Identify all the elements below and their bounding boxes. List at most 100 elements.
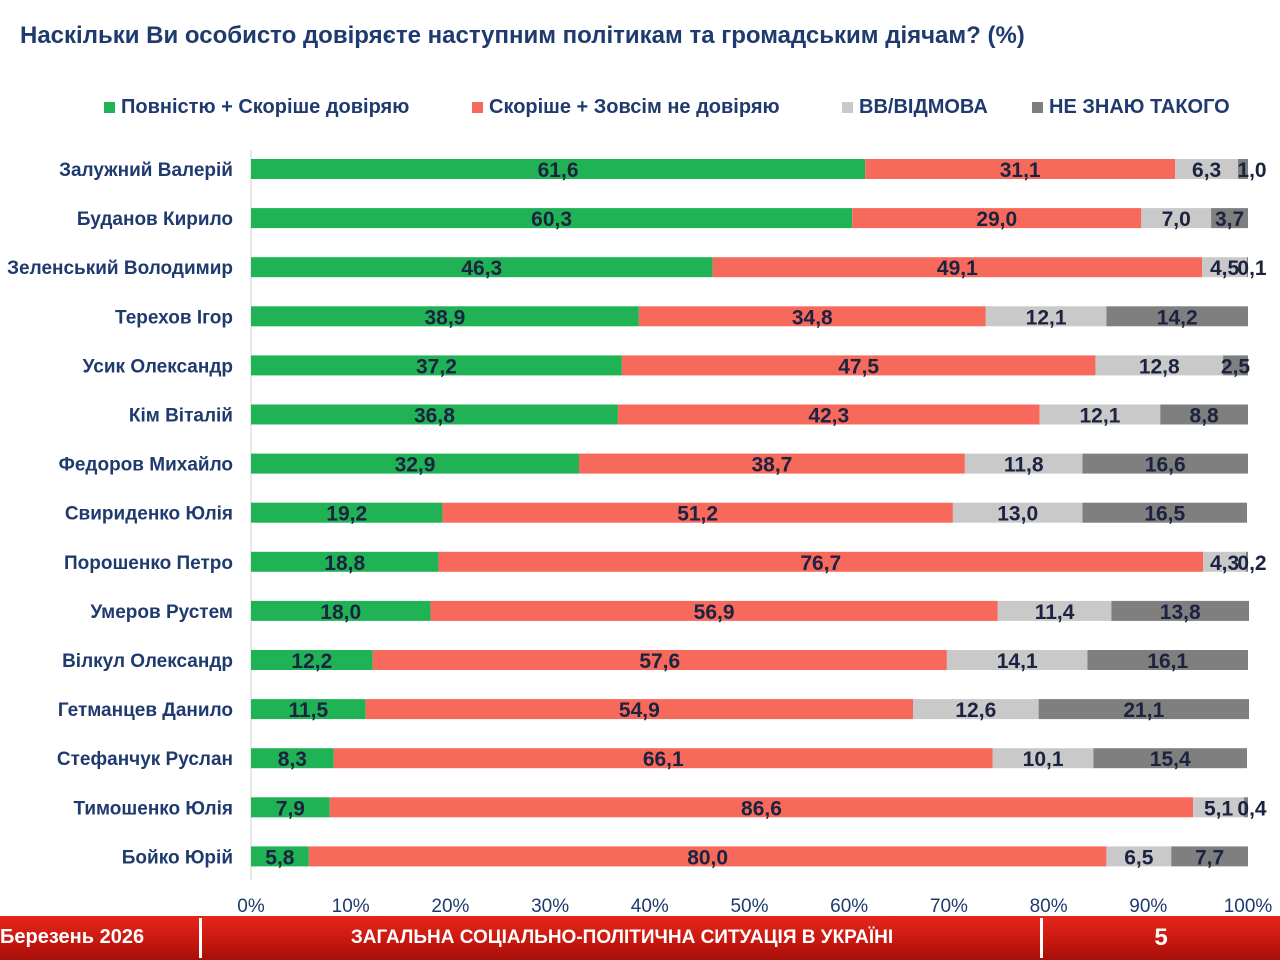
legend-label: Повністю + Скоріше довіряю [121,96,410,118]
data-label: 18,0 [320,601,361,624]
bar-segment [372,650,947,670]
data-label: 7,7 [1195,846,1224,869]
legend-label: ВВ/ВІДМОВА [859,96,988,118]
category-label: Зеленський Володимир [7,258,233,279]
data-label: 51,2 [677,503,718,526]
data-label: 54,9 [619,699,660,722]
x-tick-label: 60% [830,896,868,916]
data-label: 42,3 [808,405,849,428]
category-label: Буданов Кирило [77,209,233,230]
data-label: 4,3 [1210,552,1239,575]
bar-segment [430,600,998,621]
bar-segment [1175,159,1239,179]
bar-segment [1244,797,1248,818]
data-label: 49,1 [937,257,978,280]
bar-segment [1106,306,1248,327]
legend-swatch [1032,102,1043,113]
bar-segment [617,404,1040,425]
category-label: Стефанчук Руслан [57,749,233,770]
category-label: Вілкул Олександр [62,651,233,672]
bar-segment [852,208,1142,229]
data-label: 60,3 [531,208,572,231]
bar-segment [251,453,580,474]
bar-segment [1211,208,1248,229]
bar-segment [251,502,443,523]
bar-segment [329,797,1194,818]
data-label: 32,9 [395,454,436,477]
data-label: 4,5 [1210,257,1240,280]
footer-date: Березень 2026 [0,926,145,948]
x-tick-label: 0% [237,896,265,916]
category-label: Усик Олександр [83,356,233,377]
data-label: 47,5 [838,355,879,378]
bar-segment [251,797,330,818]
data-label: 36,8 [414,405,455,428]
bar-segment [1087,650,1248,670]
bar-segment [1082,453,1248,474]
bar-segment [251,699,366,720]
bar-segment [865,159,1176,179]
data-label: 34,8 [792,306,833,329]
data-label: 37,2 [416,355,457,378]
x-tick-label: 20% [431,896,469,916]
category-label: Залужний Валерій [59,160,233,181]
data-label: 76,7 [800,552,841,575]
chart-legend: Повністю + Скоріше довіряю Скоріше + Зовс… [0,96,1280,122]
x-tick-label: 10% [332,896,370,916]
x-tick-label: 40% [631,896,669,916]
legend-item: Повністю + Скоріше довіряю [104,96,409,119]
bar-segment [251,208,853,229]
data-label: 21,1 [1123,699,1164,722]
bar-segment [1203,551,1247,572]
data-label: 18,8 [324,552,365,575]
data-label: 11,5 [288,699,328,722]
category-label: Порошенко Петро [64,553,233,574]
data-label: 7,0 [1162,208,1191,231]
bar-segment [1223,355,1248,376]
data-label: 6,5 [1124,846,1154,869]
data-label: 29,0 [976,208,1017,231]
page-number: 5 [1154,924,1168,951]
data-label: 13,8 [1160,601,1201,624]
bar-segment [1082,502,1248,523]
bar-segment [621,355,1096,376]
x-tick-label: 100% [1224,896,1273,916]
data-label: 57,6 [639,650,680,673]
bar-segment [251,748,334,769]
data-label: 10,1 [1023,748,1064,771]
bar-segment [251,355,622,376]
data-label: 7,9 [276,797,305,820]
bar-segment [913,699,1039,720]
bar-segment [579,453,965,474]
data-label: 38,7 [751,454,792,477]
category-label: Федоров Михайло [59,455,233,476]
bar-segment [442,502,953,523]
bar-segment [1141,208,1212,229]
data-label: 56,9 [694,601,735,624]
bar-segment [1093,748,1248,769]
data-label: 38,9 [424,306,465,329]
data-label: 5,8 [265,846,295,869]
data-label: 12,2 [291,650,332,673]
bar-segment [1247,257,1248,278]
data-label: 14,1 [997,650,1038,673]
data-label: 11,8 [1004,454,1044,477]
bar-segment [251,159,866,179]
x-tick-label: 50% [730,896,768,916]
legend-label: Скоріше + Зовсім не довіряю [489,96,780,118]
category-label: Гетманцев Данило [58,700,233,721]
data-label: 0,4 [1237,797,1267,820]
data-label: 8,3 [278,748,307,771]
data-label: 31,1 [1000,159,1041,182]
bar-segment [438,551,1204,572]
bar-segment [1246,551,1248,572]
data-label: 6,3 [1192,159,1221,182]
data-label: 8,8 [1190,405,1220,428]
legend-swatch [472,102,483,113]
bar-segment [333,748,993,769]
data-label: 12,8 [1139,355,1180,378]
data-label: 2,5 [1221,355,1251,378]
data-label: 5,1 [1204,797,1234,820]
bar-segment [251,551,439,572]
data-label: 15,4 [1150,748,1191,771]
